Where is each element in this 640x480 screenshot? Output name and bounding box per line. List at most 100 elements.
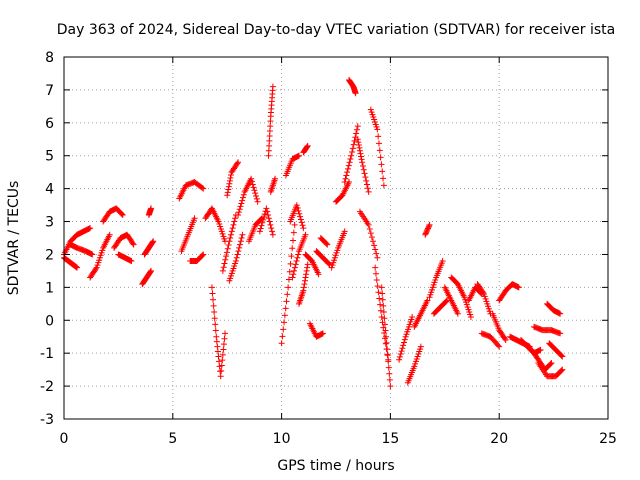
data-point [398,348,405,355]
data-point [287,260,294,267]
data-point [239,194,246,201]
data-point [268,225,275,232]
data-point [304,264,311,271]
x-axis-label: GPS time / hours [277,458,394,474]
data-point [359,163,366,170]
series-arc-38 [354,136,372,195]
data-point [386,370,393,377]
data-point [231,218,238,225]
data-point [222,256,229,263]
data-point [304,261,311,268]
data-point [249,181,256,188]
data-point [384,352,391,359]
data-point [209,290,216,297]
data-point [228,172,235,179]
data-point [350,141,357,148]
data-point [253,195,260,202]
series-arc-13 [187,251,207,265]
data-point [364,181,371,188]
data-point [377,307,384,314]
data-point [225,186,232,193]
series-arc-40 [367,106,387,189]
data-point [304,142,311,149]
data-point [323,240,330,247]
data-point [302,274,309,281]
data-point [215,353,222,360]
data-point [349,149,356,156]
data-point [378,313,385,320]
data-point [375,289,382,296]
data-point [384,346,391,353]
series-arc-36 [341,123,361,186]
data-point [325,260,332,267]
y-tick-label: -1 [40,346,54,362]
data-point [235,248,242,255]
y-tick-label: -3 [40,412,54,428]
data-point [210,302,217,309]
data-point [558,367,565,374]
data-point [265,211,271,218]
data-point [218,367,225,374]
data-point [283,298,290,305]
data-point [372,270,379,277]
data-point [547,360,554,367]
data-point [290,229,297,236]
data-point [381,315,388,322]
series-arc-47 [426,258,446,301]
series-arc-3 [67,241,96,258]
data-point [292,261,299,268]
axis-ticks: 0 5 10 15 20 25 -3 -2 -1 0 1 2 3 4 5 6 7 8 [40,50,617,447]
series-arc-20 [245,215,266,245]
data-point [345,162,352,169]
data-point [358,156,365,163]
data-point [375,133,382,140]
data-point [87,225,94,232]
data-point [380,309,387,316]
data-point [379,290,386,297]
data-point [220,346,227,353]
data-point [219,351,226,358]
chart-title: Day 363 of 2024, Sidereal Day-to-day VTE… [57,22,615,38]
data-point [282,305,289,312]
series-arc-16 [219,211,239,274]
series-arc-35 [333,179,353,205]
data-point [232,215,239,222]
series-arc-37 [346,77,359,97]
data-point [266,218,273,225]
data-point [383,339,390,346]
data-point [222,330,229,337]
data-point [208,284,215,291]
series-arc-8 [139,267,155,288]
series-arc-9 [141,238,157,258]
data-point [303,267,310,274]
data-point [353,130,360,137]
data-point [234,160,241,167]
data-point [375,140,382,147]
data-point [223,249,230,256]
data-point [225,183,232,190]
data-point [295,251,302,258]
data-point [297,213,304,220]
data-point [401,336,408,343]
data-point [358,153,365,160]
data-point [129,240,136,247]
data-point [251,187,258,194]
series-arc-23 [267,175,279,195]
data-point [361,170,368,177]
data-point [289,274,296,281]
data-point [382,327,389,334]
data-point [377,301,384,308]
data-point [426,223,433,230]
data-point [230,221,237,228]
data-point [237,238,244,245]
series-arc-17 [224,159,242,199]
data-point [344,165,351,172]
data-point [74,264,81,271]
data-point [424,297,431,304]
data-point [278,340,285,347]
data-point [280,326,287,333]
data-point [355,139,362,146]
data-point [191,215,198,222]
data-point [199,252,206,259]
